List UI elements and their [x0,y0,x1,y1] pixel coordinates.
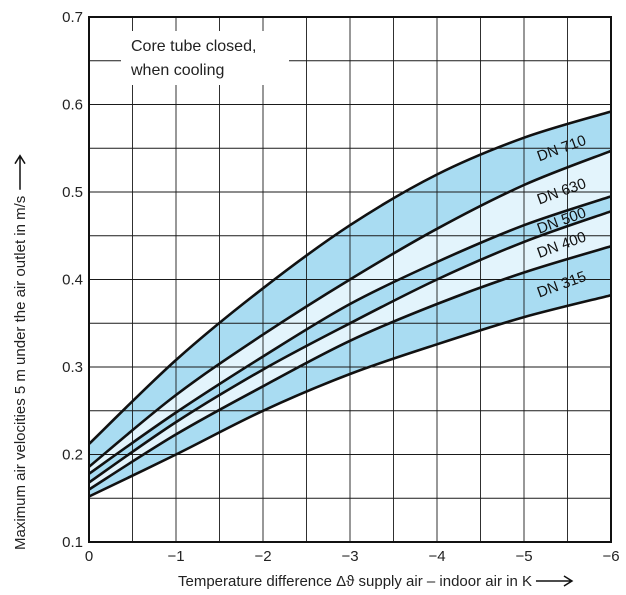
x-tick-label: −2 [254,548,271,565]
y-tick-labels: 0.1 0.2 0.3 0.4 0.5 0.6 0.7 [62,9,83,551]
y-tick-label: 0.7 [62,9,83,26]
y-tick-label: 0.2 [62,447,83,464]
annotation-box: Core tube closed, when cooling [121,31,289,85]
x-tick-label: −6 [602,548,619,565]
curves-layer [88,110,612,498]
boundary-curve [88,110,612,445]
x-tick-label: −1 [167,548,184,565]
x-tick-label: −5 [515,548,532,565]
boundary-curve [88,210,612,484]
y-tick-label: 0.6 [62,97,83,114]
x-tick-label: −3 [341,548,358,565]
y-tick-label: 0.3 [62,359,83,376]
boundary-curve [88,195,612,475]
plot-frame [88,16,612,543]
x-tick-label: −4 [428,548,445,565]
x-tick-labels: 0 −1 −2 −3 −4 −5 −6 [85,548,620,565]
x-axis-title: Temperature difference Δϑ supply air – i… [178,573,532,590]
y-axis-title: Maximum air velocities 5 m under the air… [12,196,29,550]
annotation-line-1: Core tube closed, [131,38,256,55]
x-tick-label: 0 [85,548,93,565]
y-tick-label: 0.4 [62,272,83,289]
band-dn-500 [89,196,611,483]
x-axis-arrow [535,575,574,587]
y-tick-label: 0.1 [62,534,83,551]
y-tick-label: 0.5 [62,184,83,201]
boundary-curve [88,245,612,491]
annotation-line-2: when cooling [130,62,224,79]
boundary-curve [88,149,612,468]
y-axis-arrow [14,154,26,190]
boundary-curve [88,293,612,498]
